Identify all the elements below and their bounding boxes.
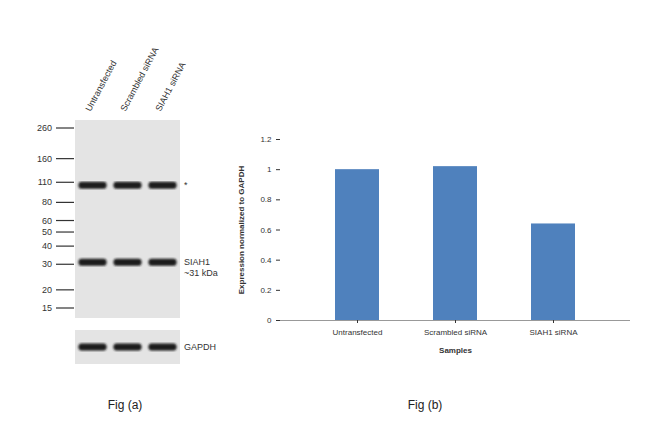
svg-text:15: 15 [42, 303, 52, 313]
svg-text:110: 110 [38, 177, 52, 187]
svg-text:Expression normalized to GAPDH: Expression normalized to GAPDH [237, 166, 246, 295]
svg-text:SIAH1 siRNA: SIAH1 siRNA [153, 61, 187, 113]
svg-text:260: 260 [37, 123, 52, 133]
svg-text:20: 20 [42, 285, 52, 295]
svg-text:SIAH1: SIAH1 [184, 257, 210, 267]
svg-text:0.8: 0.8 [260, 195, 272, 204]
svg-text:SIAH1 siRNA: SIAH1 siRNA [529, 328, 578, 337]
svg-text:*: * [184, 180, 188, 190]
html-text:Fig (b): Fig (b) [407, 398, 443, 412]
html-text:Fig (a): Fig (a) [107, 398, 143, 412]
svg-text:0.6: 0.6 [260, 226, 272, 235]
svg-text:30: 30 [42, 259, 52, 269]
svg-text:0.2: 0.2 [260, 286, 272, 295]
svg-text:GAPDH: GAPDH [184, 342, 216, 352]
svg-text:Scrambled siRNA: Scrambled siRNA [424, 328, 488, 337]
svg-text:Scrambled siRNA: Scrambled siRNA [118, 46, 160, 113]
svg-text:160: 160 [37, 154, 52, 164]
svg-text:50: 50 [42, 227, 52, 237]
svg-text:60: 60 [42, 216, 52, 226]
svg-text:40: 40 [42, 241, 52, 251]
svg-text:0.4: 0.4 [260, 256, 272, 265]
svg-text:80: 80 [42, 197, 52, 207]
svg-text:Untransfected: Untransfected [83, 59, 118, 113]
svg-text:Untransfected: Untransfected [333, 328, 383, 337]
svg-text:1: 1 [267, 165, 272, 174]
svg-text:0: 0 [267, 316, 272, 325]
svg-text:~31 kDa: ~31 kDa [184, 268, 218, 278]
svg-text:Samples: Samples [439, 346, 472, 355]
svg-text:1.2: 1.2 [260, 135, 272, 144]
